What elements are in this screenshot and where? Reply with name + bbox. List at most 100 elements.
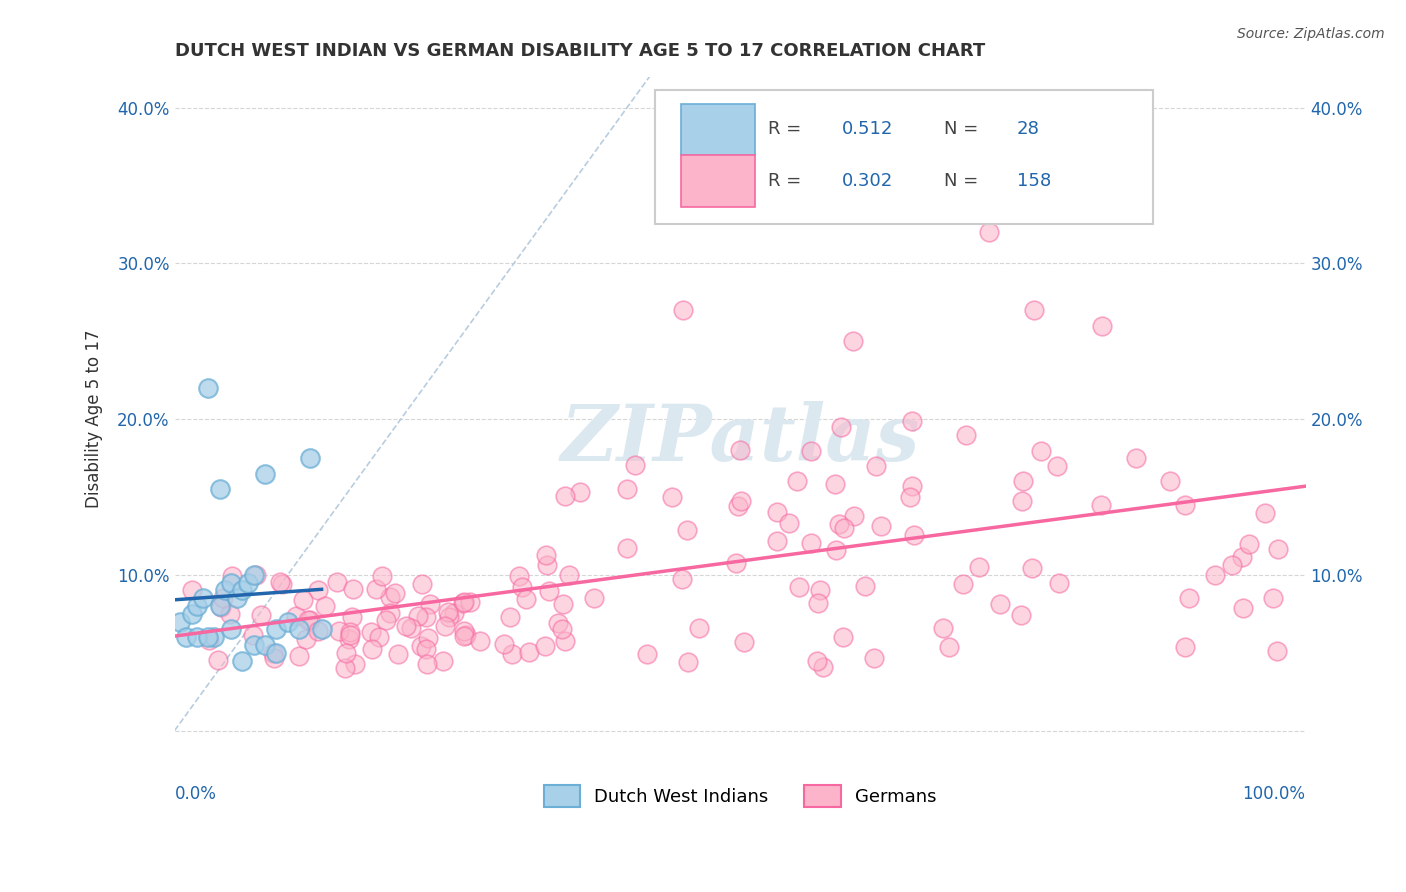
Point xyxy=(725,557,748,571)
Point xyxy=(299,614,322,628)
Point xyxy=(384,586,406,600)
Point xyxy=(534,639,557,653)
Point xyxy=(1011,493,1033,508)
Point xyxy=(437,605,460,619)
Point xyxy=(399,621,422,635)
Point xyxy=(328,624,350,639)
Point xyxy=(582,591,605,606)
Point xyxy=(208,599,231,613)
Point xyxy=(537,583,560,598)
Point xyxy=(453,629,475,643)
Point xyxy=(277,615,299,629)
Point xyxy=(209,599,232,614)
Point xyxy=(197,381,219,395)
Point xyxy=(456,628,478,642)
Point xyxy=(825,543,848,558)
Point xyxy=(340,609,363,624)
Point xyxy=(778,516,800,530)
Point xyxy=(343,657,366,672)
Point xyxy=(1254,506,1277,520)
Point xyxy=(335,646,357,660)
Point xyxy=(676,523,699,537)
Point xyxy=(672,303,695,318)
Point xyxy=(863,650,886,665)
Point xyxy=(335,661,357,675)
Point xyxy=(180,607,202,621)
Point xyxy=(419,597,441,611)
Point xyxy=(988,597,1011,611)
Text: ZIPatlas: ZIPatlas xyxy=(561,401,920,478)
Point xyxy=(202,630,225,644)
Point xyxy=(870,519,893,533)
Point xyxy=(727,499,749,513)
Text: N =: N = xyxy=(943,172,984,190)
Point xyxy=(1022,303,1045,318)
Point xyxy=(734,635,756,649)
Text: Source: ZipAtlas.com: Source: ZipAtlas.com xyxy=(1237,27,1385,41)
Point xyxy=(800,444,823,458)
Point xyxy=(311,623,333,637)
Point xyxy=(271,576,294,591)
Point xyxy=(395,618,418,632)
Point xyxy=(314,599,336,613)
Point xyxy=(307,624,329,639)
Text: 0.0%: 0.0% xyxy=(174,786,217,804)
Point xyxy=(1010,607,1032,622)
Point xyxy=(554,634,576,648)
Point xyxy=(807,596,830,610)
Text: 0.302: 0.302 xyxy=(842,172,893,190)
Point xyxy=(1237,537,1260,551)
Point xyxy=(977,225,1000,239)
Point xyxy=(1090,498,1112,512)
Y-axis label: Disability Age 5 to 17: Disability Age 5 to 17 xyxy=(86,330,103,508)
Point xyxy=(1174,640,1197,654)
Point xyxy=(360,642,382,657)
Point xyxy=(1232,549,1254,564)
Point xyxy=(787,580,810,594)
Point xyxy=(786,475,808,489)
Point xyxy=(263,651,285,665)
Point xyxy=(1047,575,1070,590)
Point xyxy=(437,609,460,624)
Point xyxy=(208,482,231,496)
Legend: Dutch West Indians, Germans: Dutch West Indians, Germans xyxy=(536,778,943,814)
FancyBboxPatch shape xyxy=(682,104,755,155)
Point xyxy=(616,482,638,496)
Point xyxy=(231,583,253,598)
Point xyxy=(266,646,288,660)
Point xyxy=(1021,561,1043,575)
Point xyxy=(342,582,364,597)
Point xyxy=(416,657,439,671)
Point xyxy=(219,607,242,622)
Point xyxy=(900,478,922,492)
Point xyxy=(671,572,693,586)
Point xyxy=(174,630,197,644)
Point xyxy=(360,625,382,640)
Point xyxy=(291,593,314,607)
Point xyxy=(219,575,242,590)
Text: 0.512: 0.512 xyxy=(842,120,893,138)
Point xyxy=(1125,451,1147,466)
Text: DUTCH WEST INDIAN VS GERMAN DISABILITY AGE 5 TO 17 CORRELATION CHART: DUTCH WEST INDIAN VS GERMAN DISABILITY A… xyxy=(174,42,984,60)
Point xyxy=(380,590,402,604)
FancyBboxPatch shape xyxy=(655,90,1153,224)
Point xyxy=(547,616,569,631)
Point xyxy=(197,630,219,644)
Point xyxy=(418,632,440,646)
Point xyxy=(1232,601,1254,615)
Point xyxy=(411,577,433,591)
Point xyxy=(269,574,291,589)
Point xyxy=(492,637,515,651)
Point xyxy=(367,630,389,644)
Point xyxy=(169,615,191,629)
Point xyxy=(557,568,579,582)
Point xyxy=(499,610,522,624)
Point xyxy=(832,630,855,644)
Point xyxy=(519,645,541,659)
Point xyxy=(387,647,409,661)
Point xyxy=(824,477,846,491)
Point xyxy=(262,647,284,661)
Point xyxy=(676,655,699,669)
Point xyxy=(374,613,396,627)
Point xyxy=(1220,558,1243,573)
